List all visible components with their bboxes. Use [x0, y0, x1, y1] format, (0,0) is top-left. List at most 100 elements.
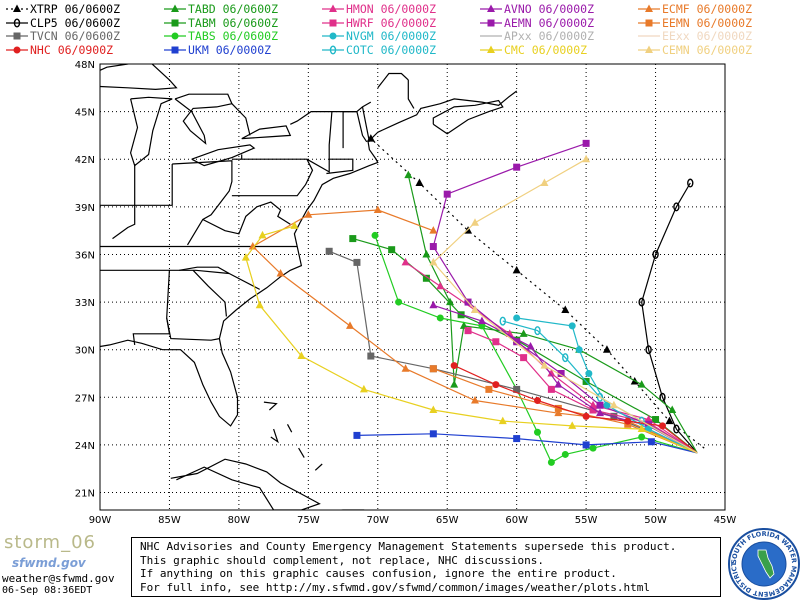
track-line — [641, 182, 698, 454]
track-point — [485, 385, 493, 393]
track-point — [401, 257, 410, 266]
track-point — [471, 395, 479, 404]
track-point — [471, 305, 479, 314]
track-point — [534, 326, 541, 336]
track-point — [459, 321, 468, 329]
legend-label: TABM 06/0600Z — [188, 15, 279, 30]
track-point — [687, 178, 694, 188]
track-line — [356, 433, 698, 454]
track-point — [609, 400, 618, 409]
track-point — [415, 178, 424, 187]
track-point — [353, 431, 361, 439]
track-point — [602, 345, 611, 353]
coast-segment — [179, 269, 230, 275]
track-point — [603, 401, 611, 409]
legend-item: NVGM 06/0000Z — [320, 29, 476, 43]
track-point — [519, 329, 528, 337]
track-point — [540, 178, 549, 187]
legend-swatch — [322, 45, 344, 54]
track-point — [329, 45, 337, 54]
legend-swatch — [480, 45, 502, 53]
legend-label: NVGM 06/0000Z — [346, 29, 437, 43]
disclaimer-line: NHC Advisories and County Emergency Mana… — [140, 540, 677, 553]
track-point — [637, 380, 646, 388]
legend-item: CMC 06/0000Z — [478, 43, 634, 57]
track-point — [13, 18, 21, 27]
track-point — [659, 392, 666, 402]
legend-item: TABS 06/0600Z — [162, 29, 318, 43]
coast-segment — [231, 103, 251, 136]
coast-segment — [100, 64, 178, 91]
legend-item: TVCN 06/0600Z — [4, 29, 160, 43]
coast-segment — [361, 106, 370, 142]
legend-swatch — [638, 45, 660, 53]
legend-item: XTRP 06/0600Z — [4, 2, 160, 16]
track-point — [346, 321, 354, 329]
track-point — [582, 139, 590, 147]
legend-swatch — [322, 4, 344, 12]
coast-segment — [241, 125, 292, 140]
coast-segment — [129, 96, 173, 167]
track-point — [329, 32, 337, 40]
disclaimer-box: NHC Advisories and County Emergency Mana… — [131, 537, 721, 597]
track-point — [645, 19, 653, 26]
track-point — [429, 365, 437, 373]
track-point — [171, 32, 179, 40]
legend-label: NHC 06/0900Z — [30, 42, 114, 57]
lon-label: 55W — [575, 515, 598, 526]
legend-label: UKM 06/0000Z — [188, 42, 272, 57]
grid-layer: 48N 45N 42N 39N 36N 33N 30N 27N 24N 21N 90W 85W 80W 7… — [75, 60, 737, 526]
legend-swatch — [480, 35, 502, 37]
lat-label: 33N — [75, 298, 95, 309]
legend-swatch — [164, 19, 186, 26]
track-point — [429, 300, 438, 309]
track-point — [255, 300, 264, 309]
track-point — [547, 369, 556, 377]
track-point — [477, 316, 486, 325]
track-point — [637, 424, 646, 433]
track-point — [443, 190, 451, 198]
legend-swatch — [164, 4, 186, 12]
coast-segment — [191, 144, 256, 167]
track-point — [673, 424, 680, 434]
district-seal: SOUTH FLORIDA WATER MANAGEMENT DISTRICT — [728, 528, 800, 600]
track-point — [647, 438, 655, 446]
track-point — [450, 362, 458, 370]
legend-item: CLP5 06/0600Z — [4, 16, 160, 30]
track-point — [349, 235, 357, 243]
track-point — [568, 322, 576, 330]
track-point — [498, 416, 507, 425]
track-point — [499, 316, 506, 326]
legend-item: AEMN 06/0000Z — [478, 16, 634, 30]
legend-item: EEMN 06/0000Z — [636, 16, 792, 30]
lon-label: 45W — [714, 515, 737, 526]
track-point — [367, 352, 375, 360]
track-point — [659, 422, 666, 430]
lon-label: 75W — [297, 515, 320, 526]
legend-label: CMC 06/0000Z — [504, 42, 588, 57]
track-point — [171, 19, 179, 26]
track-point — [487, 4, 495, 12]
track-point — [276, 269, 285, 277]
track-point — [478, 322, 486, 330]
track-point — [353, 258, 361, 266]
track-point — [652, 416, 660, 424]
track-point — [582, 154, 591, 163]
track-point — [554, 408, 563, 417]
track-point — [534, 396, 541, 404]
track-point — [388, 246, 396, 254]
track-line — [352, 238, 698, 454]
timestamp: 06-Sep 08:36EDT — [2, 585, 93, 596]
track-point — [561, 450, 569, 458]
legend-swatch — [6, 32, 28, 40]
legend-swatch — [164, 32, 186, 40]
track-point — [429, 405, 438, 414]
track-point — [429, 430, 437, 438]
track-point — [429, 226, 438, 234]
lat-label: 39N — [75, 203, 95, 214]
track-point — [13, 4, 21, 12]
disclaimer-line: If anything on this graphic causes confu… — [140, 567, 617, 580]
coast-segment — [112, 164, 136, 240]
track-point — [562, 353, 569, 363]
coast-segment — [377, 72, 409, 89]
